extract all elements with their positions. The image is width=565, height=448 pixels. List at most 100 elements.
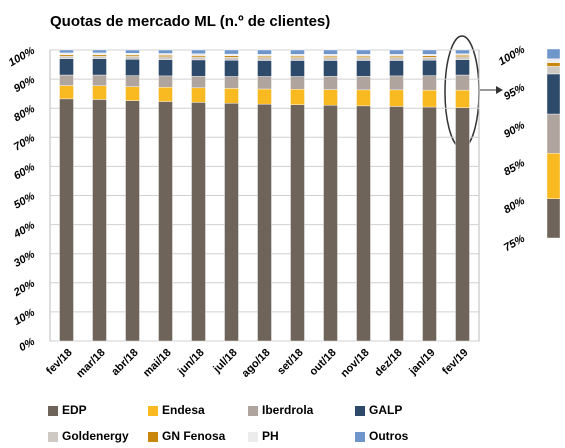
legend-swatch [48,432,58,442]
x-tick-label: fev/18 [44,347,75,378]
bar-segment [125,59,140,76]
bar-segment [290,104,305,342]
bar-segment [290,57,305,61]
x-tick-label: mar/18 [74,347,108,381]
legend-swatch [248,406,258,416]
bar-segment [224,103,239,342]
bar-segment [323,49,338,55]
x-tick-label: dez/18 [372,347,404,379]
bar-segment [422,49,437,55]
legend-label: Goldenergy [62,429,129,443]
y-tick-label: 30% [12,248,37,270]
legend-label: PH [262,429,279,443]
bar-segment [59,58,74,76]
bar-segment [455,107,470,342]
bar-segment [257,60,272,77]
bar-segment [323,60,338,77]
bar-segment [455,59,470,76]
bar-segment [356,49,371,55]
bar-segment [92,99,107,342]
y-tick-label: 40% [11,219,37,241]
bar-segment [257,103,272,342]
bar-segment [257,49,272,55]
bar-segment [546,66,561,75]
y-tick-label: 75% [502,233,527,255]
bar-segment [59,52,74,55]
bar-segment [422,55,437,58]
x-tick-label: jan/19 [406,347,437,378]
bar-segment [224,53,239,57]
legend-label: GN Fenosa [162,429,226,443]
x-tick-label: fev/19 [440,347,471,378]
bar-segment [191,49,206,54]
bar-segment [290,60,305,77]
legend-swatch [48,406,58,416]
bar-segment [323,89,338,106]
bar-segment [158,59,173,77]
bar-segment [389,106,404,342]
bar-segment [323,57,338,61]
bar-segment [92,52,107,55]
chart-title: Quotas de mercado ML (n.º de clientes) [50,13,330,30]
bar-segment [92,85,107,100]
legend-label: Outros [369,429,409,443]
bar-segment [356,55,371,58]
bar-segment [455,53,470,56]
bar-segment [224,59,239,77]
bar-segment [290,89,305,105]
bar-segment [323,75,338,90]
bar-segment [290,54,305,57]
legend-label: Iberdrola [262,403,314,417]
legend-swatch [148,406,158,416]
bar-segment [389,55,404,58]
bar-segment [158,87,173,102]
bar-segment [59,85,74,100]
bar-segment [455,56,470,60]
y-tick-label: 20% [11,277,37,299]
bar-segment [546,58,561,63]
bar-segment [356,57,371,61]
legend-swatch [355,432,365,442]
bar-segment [224,88,239,104]
bar-segment [92,49,107,54]
x-tick-label: mai/18 [141,347,174,380]
legend-label: EDP [62,403,87,417]
bar-segment [158,53,173,56]
bar-segment [356,105,371,342]
bar-segment [125,49,140,54]
bar-segment [356,54,371,57]
bar-segment [224,57,239,61]
x-tick-label: set/18 [275,347,306,378]
bar-segment [389,75,404,91]
bar-segment [125,56,140,60]
bar-segment [59,49,74,54]
bar-segment [356,75,371,91]
bar-segment [389,89,404,107]
bar-segment [290,55,305,58]
bar-segment [323,54,338,57]
bar-segment [546,62,561,67]
y-tick-label: 100% [497,44,528,69]
bar-segment [389,60,404,77]
y-tick-label: 70% [12,132,37,154]
bar-segment [125,54,140,57]
bar-segment [546,73,561,115]
bar-segment [125,53,140,56]
bar-segment [191,59,206,77]
bar-segment [191,102,206,342]
y-tick-label: 90% [12,74,37,96]
bar-segment [356,60,371,77]
bar-segment [92,74,107,86]
bar-segment [290,49,305,55]
x-tick-label: jul/18 [211,347,240,376]
bar-segment [546,48,561,60]
bar-segment [158,56,173,60]
bar-segment [125,86,140,101]
bar-segment [224,49,239,55]
bar-segment [158,75,173,88]
bar-segment [389,49,404,55]
bar-segment [158,49,173,54]
bar-segment [92,58,107,76]
x-tick-label: out/18 [307,347,338,378]
